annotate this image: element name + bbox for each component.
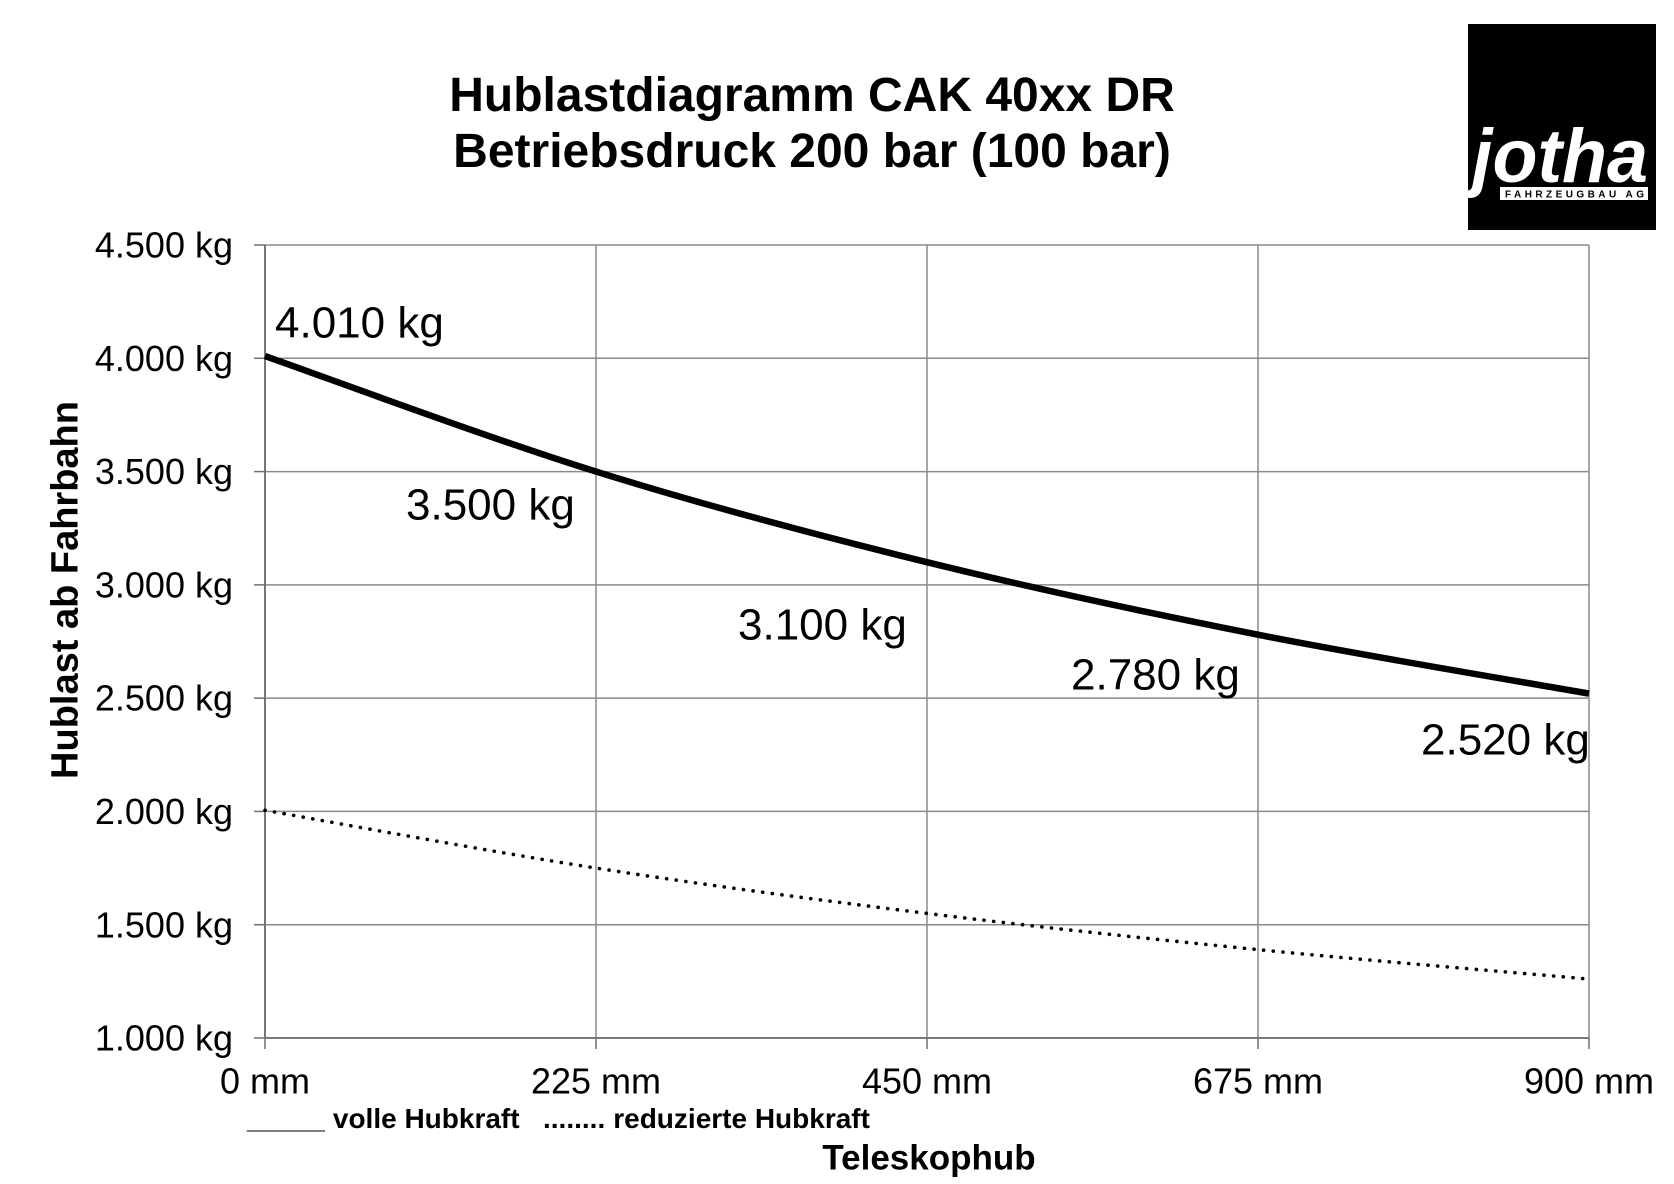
data-label: 3.500 kg [406,480,575,529]
y-tick-label: 4.000 kg [95,338,233,379]
legend-marker-solid: _____ [246,1103,325,1134]
data-label: 4.010 kg [275,298,444,347]
x-tick-label: 0 mm [220,1061,310,1102]
y-tick-label: 2.500 kg [95,678,233,719]
y-tick-label: 3.000 kg [95,564,233,605]
legend-entry-reduced-lift: ........ reduzierte Hubkraft [543,1103,870,1134]
y-tick-label: 3.500 kg [95,451,233,492]
x-tick-label: 450 mm [862,1061,992,1102]
company-logo: jotha FAHRZEUGBAU AG [1463,24,1656,230]
y-tick-label: 2.000 kg [95,791,233,832]
data-label-layer: 4.010 kg 3.500 kg 3.100 kg 2.780 kg 2.520 kg [275,298,1590,764]
logo-wordmark: jotha [1463,114,1648,199]
x-tick-label: 900 mm [1524,1061,1654,1102]
data-label: 3.100 kg [738,600,907,649]
data-label: 2.780 kg [1071,650,1240,699]
legend-entry-full-lift: _____ volle Hubkraft [246,1103,520,1134]
legend-label: reduzierte Hubkraft [613,1103,870,1134]
chart-subtitle: Betriebsdruck 200 bar (100 bar) [453,125,1171,178]
y-tick-label: 1.000 kg [95,1018,233,1059]
data-label: 2.520 kg [1421,715,1590,764]
chart-title: Hublastdiagramm CAK 40xx DR [449,69,1175,122]
y-tick-label: 1.500 kg [95,904,233,945]
legend-label: volle Hubkraft [333,1103,520,1134]
axis-layer: 1.000 kg 1.500 kg 2.000 kg 2.500 kg 3.000 kg… [95,225,1654,1102]
y-axis-title: Hublast ab Fahrbahn [44,401,86,779]
legend-marker-dotted: ........ [543,1103,605,1134]
legend: _____ volle Hubkraft ........ reduzierte H… [246,1103,870,1134]
x-tick-label: 675 mm [1193,1061,1323,1102]
x-axis-title: Teleskophub [822,1138,1035,1177]
grid-layer [264,244,1590,1039]
x-tick-label: 225 mm [531,1061,661,1102]
logo-tagline-strip [1500,187,1648,200]
series-line-reduzierte-hubkraft [263,808,1591,981]
series-layer [263,352,1591,981]
y-tick-label: 4.500 kg [95,225,233,266]
series-line-volle-hubkraft [263,352,1590,697]
